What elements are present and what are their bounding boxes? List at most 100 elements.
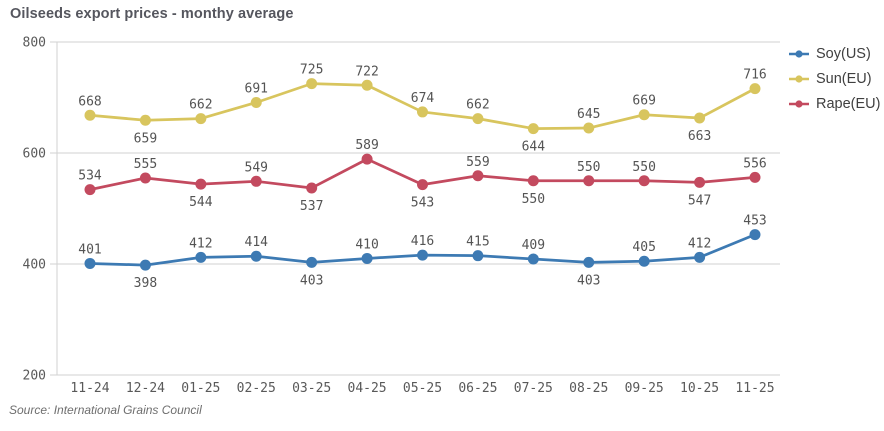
data-label: 543: [411, 196, 434, 211]
legend-item-rape[interactable]: Rape(EU): [788, 94, 880, 113]
data-label: 550: [522, 192, 545, 207]
legend-label: Rape(EU): [816, 95, 881, 112]
x-tick-label: 07-25: [514, 381, 553, 396]
data-point[interactable]: [84, 184, 96, 196]
data-label: 662: [189, 98, 212, 113]
data-label: 725: [300, 63, 323, 78]
data-point[interactable]: [306, 256, 318, 268]
data-point[interactable]: [84, 109, 96, 121]
data-label: 537: [300, 199, 323, 214]
data-label: 544: [189, 195, 213, 210]
data-point[interactable]: [638, 109, 650, 121]
data-point[interactable]: [306, 78, 318, 90]
data-point[interactable]: [139, 114, 151, 126]
data-label: 644: [522, 140, 546, 155]
data-label: 550: [577, 160, 600, 175]
data-label: 410: [355, 237, 378, 252]
data-point[interactable]: [361, 252, 373, 264]
chart-title: Oilseeds export prices - monthy average: [10, 6, 294, 22]
data-point[interactable]: [195, 251, 207, 263]
data-label: 674: [411, 91, 435, 106]
data-point[interactable]: [472, 170, 484, 182]
data-label: 550: [632, 160, 655, 175]
data-label: 555: [134, 157, 157, 172]
x-tick-label: 05-25: [403, 381, 442, 396]
data-label: 534: [78, 169, 102, 184]
data-label: 556: [743, 156, 766, 171]
data-point[interactable]: [250, 96, 262, 108]
data-point[interactable]: [694, 112, 706, 124]
data-label: 409: [522, 238, 545, 253]
legend-item-sun[interactable]: Sun(EU): [788, 69, 880, 88]
y-tick-label: 600: [23, 147, 46, 162]
x-tick-label: 11-25: [735, 381, 774, 396]
x-tick-label: 02-25: [237, 381, 276, 396]
x-tick-label: 10-25: [680, 381, 719, 396]
data-point[interactable]: [195, 113, 207, 125]
data-label: 398: [134, 276, 157, 291]
data-point[interactable]: [472, 250, 484, 262]
data-point[interactable]: [694, 176, 706, 188]
data-label: 645: [577, 107, 600, 122]
data-point[interactable]: [527, 123, 539, 135]
data-label: 716: [743, 68, 766, 83]
data-label: 414: [245, 235, 269, 250]
data-label: 405: [632, 240, 655, 255]
x-tick-label: 01-25: [181, 381, 220, 396]
rape-line-marker-icon: [788, 99, 810, 109]
data-point[interactable]: [749, 171, 761, 183]
data-point[interactable]: [749, 229, 761, 241]
data-point[interactable]: [749, 83, 761, 95]
legend: Soy(US) Sun(EU) Rape(EU): [788, 44, 880, 113]
x-tick-label: 04-25: [348, 381, 387, 396]
data-label: 401: [78, 242, 101, 257]
x-tick-label: 06-25: [458, 381, 497, 396]
data-label: 668: [78, 94, 101, 109]
data-point[interactable]: [694, 251, 706, 263]
data-point[interactable]: [306, 182, 318, 194]
x-tick-label: 09-25: [625, 381, 664, 396]
data-point[interactable]: [195, 178, 207, 190]
data-point[interactable]: [472, 113, 484, 125]
data-point[interactable]: [250, 250, 262, 262]
y-tick-label: 200: [23, 369, 46, 384]
data-label: 559: [466, 155, 489, 170]
data-label: 722: [355, 64, 378, 79]
data-point[interactable]: [527, 253, 539, 265]
data-point[interactable]: [583, 256, 595, 268]
data-point[interactable]: [583, 175, 595, 187]
data-point[interactable]: [361, 79, 373, 91]
x-tick-label: 12-24: [126, 381, 165, 396]
data-point[interactable]: [417, 106, 428, 118]
soy-line-marker-icon: [788, 49, 810, 59]
data-point[interactable]: [250, 175, 262, 187]
legend-item-soy[interactable]: Soy(US): [788, 44, 880, 63]
data-label: 547: [688, 193, 711, 208]
data-point[interactable]: [638, 255, 650, 267]
x-tick-label: 11-24: [70, 381, 109, 396]
y-tick-label: 800: [23, 36, 46, 51]
y-tick-label: 400: [23, 258, 46, 273]
data-point[interactable]: [638, 175, 650, 187]
data-point[interactable]: [84, 257, 96, 269]
data-label: 403: [300, 273, 323, 288]
x-tick-label: 03-25: [292, 381, 331, 396]
data-point[interactable]: [583, 122, 595, 134]
data-label: 691: [245, 81, 268, 96]
data-point[interactable]: [417, 249, 428, 261]
x-tick-label: 08-25: [569, 381, 608, 396]
data-label: 412: [688, 236, 711, 251]
data-point[interactable]: [417, 179, 428, 191]
data-point[interactable]: [527, 175, 539, 187]
data-label: 589: [355, 138, 378, 153]
data-label: 659: [134, 131, 157, 146]
data-point[interactable]: [139, 172, 151, 184]
data-label: 662: [466, 98, 489, 113]
data-label: 415: [466, 235, 489, 250]
data-label: 416: [411, 234, 434, 249]
data-label: 453: [743, 214, 766, 229]
data-point[interactable]: [361, 153, 373, 165]
data-point[interactable]: [139, 259, 151, 271]
